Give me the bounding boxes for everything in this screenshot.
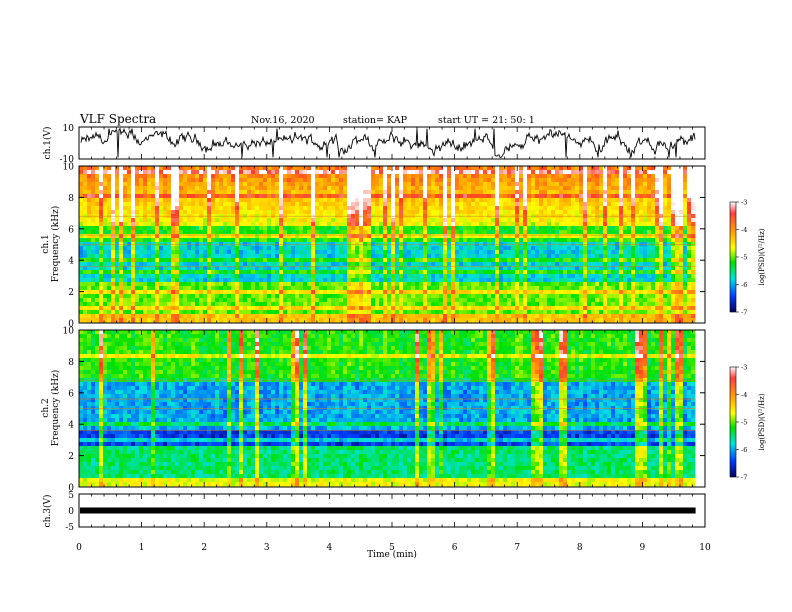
ch2-spectrogram-ytick-label: 6 [68,389,74,399]
ch1-ytick-top: 10 [63,124,75,134]
ch2-spectrogram-image [79,330,696,487]
ch2-colorbar-tick-label: -6 [741,446,747,454]
figure-title: VLF Spectra [79,112,156,126]
x-axis-labels: 0 1 2 3 4 5 6 7 8 9 10 [76,543,711,553]
ch1-colorbar-tick-label: -3 [741,198,747,206]
date-label: Nov.16, 2020 [251,115,315,126]
x-tick-label: 4 [327,543,333,553]
ch2-colorbar-tick-label: -7 [741,473,747,481]
x-tick-label: 2 [201,543,207,553]
x-axis-ticks [78,127,706,527]
ch1-colorbar: -3 -4 -5 -6 -7 log(PSD)(V²/Hz) [729,198,766,316]
ch2-colorbar-gradient [729,366,737,478]
ch1-colorbar-label: log(PSD)(V²/Hz) [758,228,766,285]
start-time-label: start UT = 21: 50: 1 [438,115,535,126]
ch2-colorbar-tick-label: -5 [741,418,747,426]
ch2-spectrogram-ytick-label: 0 [68,484,74,494]
x-tick-label: 7 [514,543,520,553]
x-tick-label: 8 [577,543,583,553]
ch3-waveform-trace [80,507,696,514]
ch1-colorbar-tick-label: -5 [741,253,747,261]
ch3-waveform-ylabel: ch.3(V) [42,495,53,528]
ch1-ytick-bottom: -10 [60,155,75,165]
x-axis-title: Time (min) [367,549,417,560]
ch3-ytick-bottom: -5 [65,523,74,533]
ch1-spectrogram-ytick-label: 8 [68,194,74,204]
ch1-channel-label: ch.1 [41,234,51,253]
ch1-spectrogram-ytick-label: 10 [63,163,75,173]
ch2-channel-label: ch.2 [41,398,51,417]
x-tick-label: 10 [699,543,711,553]
ch2-spectrogram-ytick-label: 8 [68,358,74,368]
ch2-colorbar-tick-label: -4 [741,391,747,399]
x-tick-label: 9 [640,543,646,553]
ch3-ytick-mid: 0 [68,507,74,517]
station-label: station= KAP [343,115,408,126]
x-tick-label: 0 [76,543,82,553]
ch1-waveform-ylabel: ch.1(V) [42,127,53,160]
x-tick-label: 5 [389,543,395,553]
ch2-colorbar-label: log(PSD)(V²/Hz) [758,393,766,450]
ch1-colorbar-tick-label: -4 [741,226,747,234]
ch2-spectrogram-panel: 0 2 4 6 8 10 ch.2 Frequency (kHz) [41,327,706,494]
ch1-waveform-trace [80,127,696,158]
ch3-ytick-top: 5 [68,491,74,501]
ch1-spectrogram-ytick-label: 2 [68,288,74,298]
ch2-frequency-label: Frequency (kHz) [50,370,61,447]
ch1-colorbar-tick-label: -6 [741,281,747,289]
ch2-colorbar-tick-label: -3 [741,363,747,371]
ch2-spectrogram-ytick-label: 10 [63,327,75,337]
ch1-frequency-label: Frequency (kHz) [50,206,61,283]
ch1-spectrogram-panel: 0 2 4 6 8 10 ch.1 Frequency (kHz) [41,163,706,330]
ch1-spectrogram-image [79,166,696,323]
ch1-spectrogram-ytick-label: 0 [68,320,74,330]
ch2-spectrogram-ytick-label: 4 [68,421,74,431]
ch1-spectrogram-ytick-label: 4 [68,257,74,267]
ch2-spectrogram-ytick-label: 2 [68,452,74,462]
x-tick-label: 1 [139,543,145,553]
ch1-colorbar-tick-label: -7 [741,308,747,316]
x-tick-label: 6 [452,543,458,553]
ch1-spectrogram-ytick-label: 6 [68,225,74,235]
x-tick-label: 3 [264,543,270,553]
ch2-colorbar: -3 -4 -5 -6 -7 log(PSD)(V²/Hz) [729,363,766,481]
ch1-colorbar-gradient [729,201,737,313]
